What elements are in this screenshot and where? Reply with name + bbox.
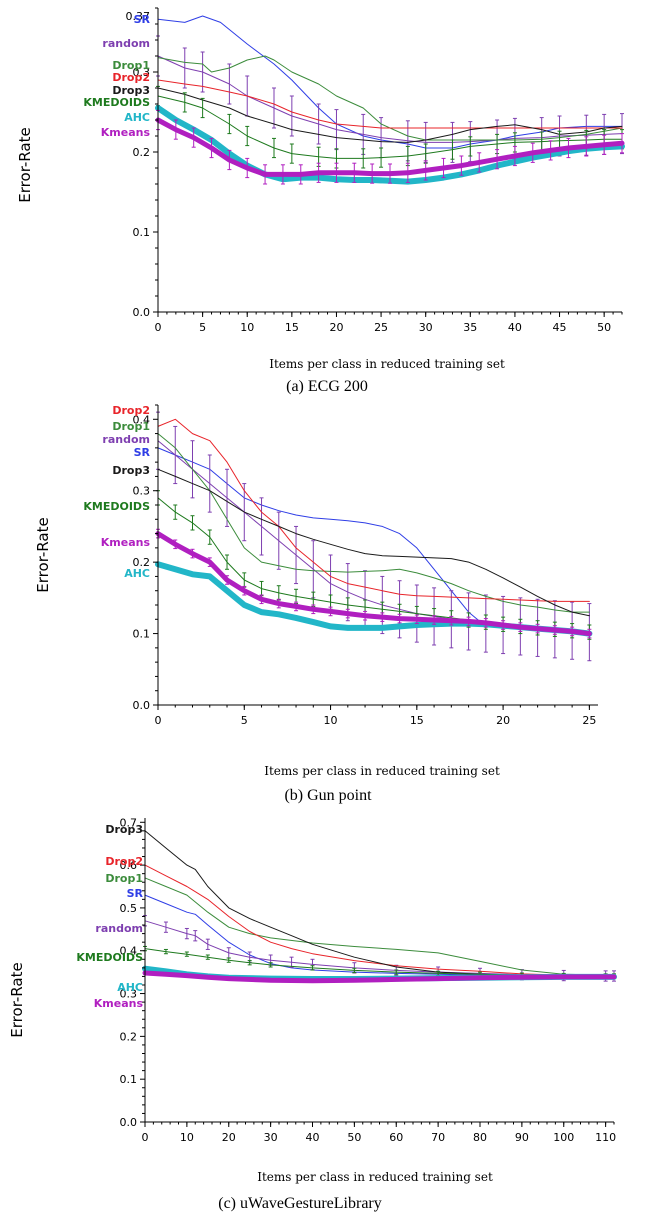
y-axis-label: Error-Rate [34, 517, 52, 592]
x-tick-label: 15 [285, 321, 299, 334]
legend-label-drop1: Drop1 [105, 872, 143, 885]
x-tick-label: 110 [595, 1131, 616, 1144]
legend-label-sr: SR [134, 446, 151, 459]
x-tick-label: 90 [515, 1131, 529, 1144]
legend-label-kmedoids: KMEDOIDS [76, 951, 143, 964]
x-tick-label: 0 [142, 1131, 149, 1144]
x-tick-label: 80 [473, 1131, 487, 1144]
x-tick-label: 15 [410, 714, 424, 727]
x-tick-label: 40 [508, 321, 522, 334]
legend-label-drop3: Drop3 [112, 84, 150, 97]
y-tick-label: 0.2 [133, 556, 151, 569]
legend-label-drop3: Drop3 [105, 823, 143, 836]
x-tick-label: 5 [241, 714, 248, 727]
y-tick-label: 0.0 [133, 699, 151, 712]
y-tick-label: 0.4 [120, 945, 138, 958]
series-line-drop3 [157, 87, 623, 143]
y-tick-label: 0.4 [133, 413, 151, 426]
legend-label-drop2: Drop2 [112, 404, 150, 417]
series-line-drop1 [157, 433, 590, 613]
x-tick-label: 20 [222, 1131, 236, 1144]
legend-label-random: random [95, 922, 143, 935]
y-tick-label: 0.3 [133, 485, 151, 498]
x-tick-label: 100 [553, 1131, 574, 1144]
x-tick-label: 10 [180, 1131, 194, 1144]
x-tick-label: 35 [463, 321, 477, 334]
y-tick-label: 0.0 [120, 1116, 138, 1129]
y-axis-label: Error-Rate [8, 962, 26, 1037]
x-tick-label: 30 [419, 321, 433, 334]
series-line-kmedoids [157, 497, 590, 633]
legend-label-drop1: Drop1 [112, 59, 150, 72]
series-line-drop1 [144, 877, 615, 977]
y-tick-label: 0.1 [133, 628, 151, 641]
chart-uwave: 0.0 0.1 0.2 0.3 0.4 0.5 0.6 0.7 0 10 20 30 40 50 60 70 8… [8, 816, 617, 1212]
chart-ecg200: 0.0 0.1 0.2 0.3 0.37 0 5 10 15 20 25 30 35 40 45 50 SR r… [16, 7, 625, 395]
series-line-drop3 [144, 830, 615, 977]
y-tick-label: 0.5 [120, 902, 138, 915]
x-tick-label: 45 [553, 321, 567, 334]
x-axis-label: Items per class in reduced training set [269, 357, 505, 371]
x-tick-label: 50 [597, 321, 611, 334]
caption: (c) uWaveGestureLibrary [218, 1195, 382, 1212]
x-axis-label: Items per class in reduced training set [257, 1170, 493, 1184]
y-tick-label: 0.6 [120, 859, 138, 872]
legend-label-ahc: AHC [124, 111, 150, 124]
legend-label-kmeans: Kmeans [94, 997, 144, 1010]
legend-label-drop3: Drop3 [112, 464, 150, 477]
legend-label-random: random [102, 37, 150, 50]
x-tick-label: 25 [374, 321, 388, 334]
series-line-drop2 [157, 418, 590, 602]
x-tick-label: 40 [306, 1131, 320, 1144]
legend-label-sr: SR [127, 887, 144, 900]
y-tick-label: 0.1 [133, 226, 151, 239]
y-tick-label: 0.0 [133, 306, 151, 319]
legend-label-drop2: Drop2 [105, 855, 143, 868]
series-line-drop3 [157, 468, 590, 617]
legend-label-kmeans: Kmeans [101, 126, 151, 139]
series-line-drop2 [157, 79, 623, 129]
series-line-drop1 [157, 55, 623, 141]
x-tick-label: 70 [431, 1131, 445, 1144]
y-tick-label: 0.1 [120, 1073, 138, 1086]
y-tick-label: 0.2 [133, 146, 151, 159]
x-axis-label: Items per class in reduced training set [264, 764, 500, 778]
caption: (b) Gun point [284, 787, 372, 804]
x-tick-label: 0 [155, 714, 162, 727]
caption: (a) ECG 200 [286, 378, 368, 395]
y-tick-label: 0.3 [120, 988, 138, 1001]
y-tick-label: 0.7 [120, 816, 138, 829]
legend-label-drop1: Drop1 [112, 420, 150, 433]
series-line-random [157, 55, 623, 143]
y-tick-label: 0.37 [126, 10, 151, 23]
legend-label-random: random [102, 433, 150, 446]
x-tick-label: 20 [329, 321, 343, 334]
x-tick-label: 10 [240, 321, 254, 334]
y-tick-label: 0.3 [133, 66, 151, 79]
y-tick-label: 0.2 [120, 1030, 138, 1043]
x-tick-label: 0 [155, 321, 162, 334]
x-tick-label: 50 [347, 1131, 361, 1144]
legend-label-kmeans: Kmeans [101, 536, 151, 549]
legend-label-ahc: AHC [124, 567, 150, 580]
series-line-sr [144, 894, 615, 977]
series-line-sr [157, 447, 590, 633]
series-line-drop2 [144, 864, 615, 977]
legend-label-kmedoids: KMEDOIDS [83, 96, 150, 109]
legend-label-sr: SR [134, 13, 151, 26]
x-tick-label: 25 [582, 714, 596, 727]
legend-label-ahc: AHC [117, 981, 143, 994]
x-tick-label: 5 [199, 321, 206, 334]
series-line-random [157, 440, 590, 633]
x-tick-label: 30 [264, 1131, 278, 1144]
x-tick-label: 10 [324, 714, 338, 727]
x-tick-label: 20 [496, 714, 510, 727]
chart-gun-point: 0.0 0.1 0.2 0.3 0.4 0 5 10 15 20 25 Drop2 Drop1rand… [34, 404, 598, 804]
x-tick-label: 60 [389, 1131, 403, 1144]
y-axis-label: Error-Rate [16, 127, 34, 202]
legend-label-drop2: Drop2 [112, 71, 150, 84]
series-line-kmeans [155, 531, 592, 637]
legend-label-kmedoids: KMEDOIDS [83, 500, 150, 513]
